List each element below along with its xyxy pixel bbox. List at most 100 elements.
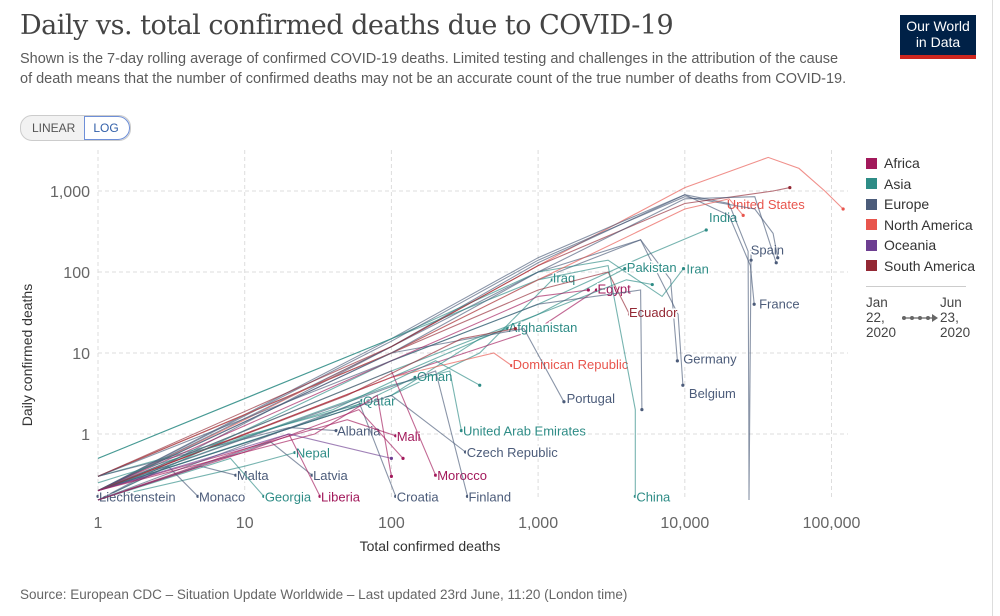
series-end-point-dominican-republic <box>510 363 514 368</box>
series-end-point-iran <box>681 267 686 271</box>
series-line-series-39 <box>97 328 516 492</box>
legend-label: Europe <box>884 196 930 213</box>
series-end-point-china <box>633 494 637 498</box>
series-end-point-belgium <box>681 383 685 387</box>
legend-item-north-america[interactable]: North America <box>866 215 975 236</box>
series-label-mali: Mali <box>397 429 421 444</box>
legend-label: Asia <box>884 175 912 192</box>
series-label-egypt: Egypt <box>597 281 631 296</box>
series-end-point-liberia <box>318 494 322 498</box>
series-line-series-34 <box>97 196 777 492</box>
series-end-point-monaco <box>196 494 200 498</box>
legend-item-oceania[interactable]: Oceania <box>866 235 975 256</box>
chart-subtitle: Shown is the 7-day rolling average of co… <box>20 51 847 87</box>
chart-title: Daily vs. total confirmed deaths due to … <box>20 10 674 41</box>
linear-scale-button[interactable]: LINEAR <box>32 121 76 135</box>
owid-logo[interactable]: Our World in Data <box>900 15 976 59</box>
series-label-liberia: Liberia <box>321 489 361 504</box>
logo-line-2: in Data <box>915 34 961 50</box>
legend-label: Oceania <box>884 237 937 254</box>
series-label-monaco: Monaco <box>199 489 245 504</box>
series-line-belgium <box>97 239 684 492</box>
series-line-united-arab-emirates <box>97 370 462 492</box>
timeline-start-date[interactable]: Jan 22, 2020 <box>866 295 897 340</box>
series-label-portugal: Portugal <box>567 391 616 406</box>
scale-toggle[interactable]: LINEAR LOG <box>20 115 131 141</box>
series-end-point-germany <box>675 359 679 363</box>
legend-swatch <box>866 239 877 251</box>
series-line-czech-republic <box>97 394 466 492</box>
series-line-nepal <box>97 452 296 501</box>
series-end-point-india <box>704 228 708 232</box>
series-end-point-series-36 <box>650 282 654 287</box>
x-tick-label: 10,000 <box>660 515 709 532</box>
series-line-series-41 <box>97 394 392 492</box>
legend-item-south-america[interactable]: South America <box>866 256 975 277</box>
series-end-point-pakistan <box>623 267 627 271</box>
series-end-point-portugal <box>562 400 566 404</box>
legend-label: Africa <box>884 155 920 172</box>
series-line-spain <box>97 194 752 501</box>
series-line-series-35 <box>97 289 589 492</box>
series-end-point-morocco <box>433 473 438 477</box>
series-end-point-ecuador <box>627 312 632 316</box>
y-axis-title: Daily confirmed deaths <box>19 284 35 426</box>
y-tick-label: 100 <box>63 265 90 282</box>
series-label-nepal: Nepal <box>296 446 330 461</box>
x-tick-label: 100,000 <box>803 515 861 532</box>
series-end-point-series-42 <box>478 383 482 387</box>
series-label-belgium: Belgium <box>689 386 736 401</box>
series-end-point-series-33 <box>788 186 792 190</box>
series-line-finland <box>97 370 469 497</box>
series-line-georgia <box>97 457 265 501</box>
legend-swatch <box>866 219 877 231</box>
legend-swatch <box>866 178 877 190</box>
timeline-end-date[interactable]: Jun 23, 2020 <box>940 295 971 340</box>
timeline[interactable]: Jan 22, 2020 Jun 23, 2020 <box>866 295 975 343</box>
series-end-point-series-37 <box>640 408 644 412</box>
series-end-point-spain <box>749 258 753 262</box>
legend-label: North America <box>884 216 973 233</box>
series-end-point-malta <box>234 473 238 477</box>
series-line-series-31 <box>97 196 779 492</box>
x-tick-label: 100 <box>378 515 405 532</box>
series-label-czech-republic: Czech Republic <box>467 445 559 460</box>
series-label-liechtenstein: Liechtenstein <box>99 489 176 504</box>
y-tick-label: 1,000 <box>50 184 90 201</box>
series-end-point-mali <box>394 434 398 438</box>
series-label-finland: Finland <box>468 489 511 504</box>
series-label-ecuador: Ecuador <box>629 305 678 320</box>
series-label-china: China <box>636 489 671 504</box>
legend-item-europe[interactable]: Europe <box>866 194 975 215</box>
series-label-spain: Spain <box>751 242 784 257</box>
series-end-point-series-34 <box>774 261 778 265</box>
series-label-united-arab-emirates: United Arab Emirates <box>463 424 586 439</box>
y-tick-label: 1 <box>81 427 90 444</box>
legend: Africa Asia Europe North America Oceania Sout… <box>866 153 975 343</box>
logo-line-1: Our World <box>906 18 970 34</box>
series-line-series-42 <box>97 360 480 484</box>
series-end-point-iraq <box>550 278 554 282</box>
series-end-point-liechtenstein <box>96 494 100 498</box>
series-end-point-albania <box>334 429 338 433</box>
series-label-dominican-republic: Dominican Republic <box>513 357 629 372</box>
legend-item-africa[interactable]: Africa <box>866 153 975 174</box>
series-line-united-states <box>97 156 844 492</box>
x-tick-label: 1 <box>94 515 103 532</box>
series-end-point-series-35 <box>586 288 590 292</box>
series-label-georgia: Georgia <box>265 489 312 504</box>
y-tick-label: 10 <box>72 346 90 363</box>
series-line-mali <box>97 419 396 492</box>
series-end-point-series-31 <box>776 256 780 260</box>
log-scale-button[interactable]: LOG <box>84 116 130 140</box>
timeline-arrow-icon <box>896 295 940 343</box>
series-end-point-united-arab-emirates <box>459 429 463 433</box>
x-axis-title: Total confirmed deaths <box>360 538 501 554</box>
series-label-iran: Iran <box>686 262 708 277</box>
legend-divider <box>866 286 966 287</box>
legend-item-asia[interactable]: Asia <box>866 174 975 195</box>
series-end-point-series-39 <box>513 327 517 331</box>
series-end-point-series-38 <box>401 456 405 460</box>
